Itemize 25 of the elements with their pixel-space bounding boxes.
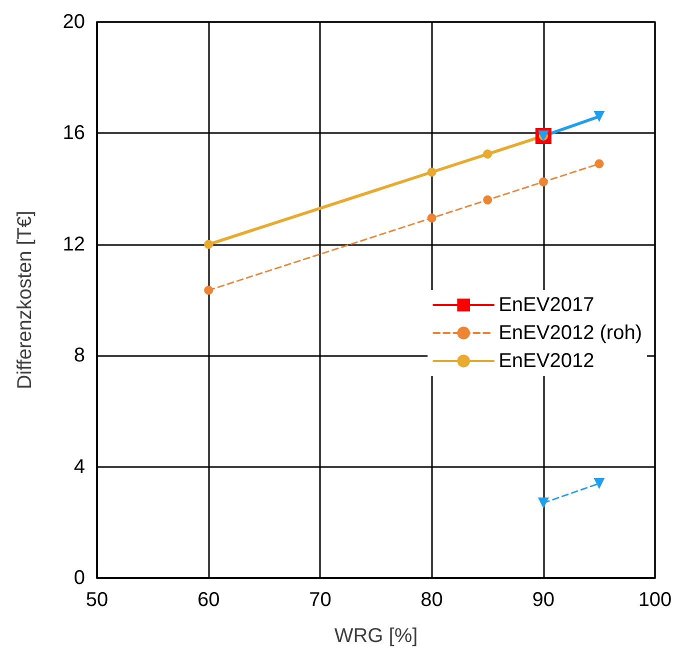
point	[483, 195, 492, 204]
y-tick-label: 8	[74, 344, 85, 367]
y-tick-label: 20	[62, 11, 85, 33]
point	[594, 159, 604, 168]
point	[538, 177, 548, 186]
point	[204, 240, 214, 249]
x-tick-label: 70	[309, 589, 332, 611]
y-tick-label: 4	[74, 456, 85, 478]
point	[204, 286, 214, 295]
point	[427, 168, 436, 177]
y-axis-title: Differenzkosten [T€]	[14, 210, 36, 390]
x-tick-label: 60	[197, 589, 220, 611]
x-tick-label: 80	[420, 589, 443, 611]
y-tick-label: 12	[62, 233, 85, 256]
legend-label: EnEV2017	[498, 294, 594, 316]
legend-label: EnEV2012	[498, 350, 594, 372]
x-tick-label: 50	[86, 589, 108, 611]
x-tick-label: 90	[532, 589, 555, 611]
legend-label: EnEV2012 (roh)	[498, 322, 642, 344]
y-tick-label: 0	[74, 567, 85, 589]
y-tick-label: 16	[62, 122, 85, 144]
point	[483, 150, 492, 159]
x-axis-title: WRG [%]	[334, 625, 418, 647]
x-tick-label: 100	[638, 589, 672, 611]
point	[427, 213, 436, 222]
